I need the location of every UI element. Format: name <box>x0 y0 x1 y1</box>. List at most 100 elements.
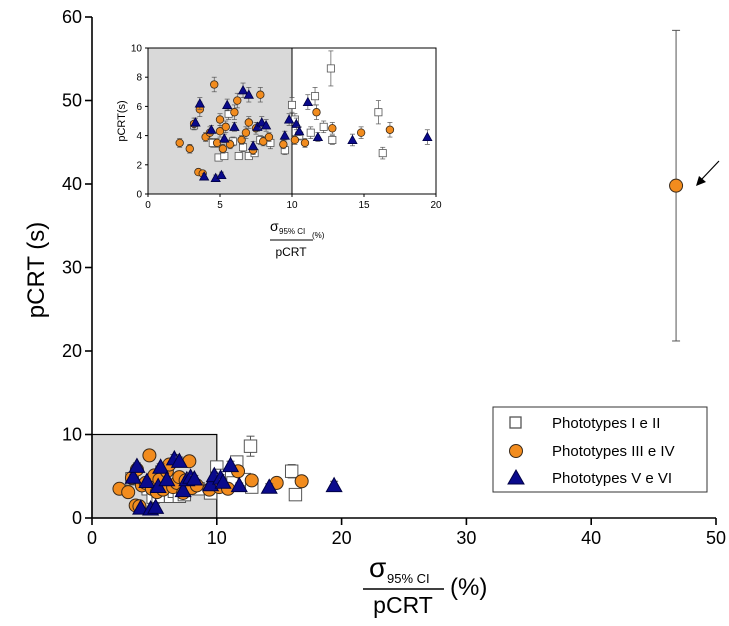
marker-circle <box>210 80 219 89</box>
legend-marker-square <box>509 416 522 429</box>
inset-point-square-8 <box>244 152 253 161</box>
main-point-triangle-10 <box>170 452 188 468</box>
main-x-label-denominator: pCRT <box>373 592 433 618</box>
marker-circle <box>237 135 246 145</box>
inset-point-circle-28 <box>312 104 321 120</box>
main-point-circle-29 <box>244 473 259 488</box>
marker-circle <box>328 124 337 133</box>
legend-label-phototypes-5-6: Phototypes V e VI <box>552 470 672 487</box>
main-point-triangle-5 <box>147 498 165 514</box>
inset-x-label-subscript: 95% CI <box>279 227 305 236</box>
marker-triangle <box>138 472 156 488</box>
inset-point-triangle-18 <box>294 125 305 136</box>
marker-circle <box>294 474 309 489</box>
inset-point-square-18 <box>319 120 328 134</box>
inset-x-label-sigma: σ <box>270 218 279 234</box>
marker-triangle <box>124 468 142 484</box>
marker-circle <box>212 138 222 148</box>
main-x-tick-label: 20 <box>332 528 352 548</box>
marker-triangle <box>294 125 305 136</box>
marker-square <box>378 149 387 158</box>
main-point-triangle-18 <box>214 473 232 489</box>
marker-circle <box>244 118 253 127</box>
marker-circle <box>256 90 265 99</box>
marker-triangle <box>312 131 324 142</box>
inset-point-circle-24 <box>264 132 274 142</box>
marker-circle <box>290 135 300 145</box>
inset-point-square-19 <box>326 50 335 87</box>
marker-triangle <box>198 171 210 181</box>
main-x-tick-label: 50 <box>706 528 726 548</box>
outlier-arrow <box>696 160 720 186</box>
inset-plot-marks <box>175 50 433 182</box>
inset-point-circle-26 <box>290 135 300 145</box>
inset-point-circle-27 <box>300 138 310 148</box>
marker-triangle <box>194 98 206 108</box>
marker-square <box>306 128 315 137</box>
main-x-label-unit: (%) <box>450 574 487 601</box>
marker-triangle <box>243 89 254 99</box>
marker-circle <box>312 108 321 117</box>
main-y-tick-label: 50 <box>62 91 82 111</box>
marker-square <box>374 108 383 117</box>
inset-point-circle-17 <box>237 135 246 145</box>
marker-triangle <box>219 133 230 143</box>
main-point-triangle-2 <box>132 499 150 515</box>
marker-circle <box>300 138 310 148</box>
marker-circle <box>218 144 228 153</box>
inset-y-tick-label: 0 <box>136 190 142 201</box>
main-y-axis-label: pCRT (s) <box>23 222 50 318</box>
marker-triangle <box>221 456 240 473</box>
legend-marker-triangle <box>507 468 525 485</box>
inset-y-tick-label: 4 <box>136 131 142 142</box>
inset-x-label-denominator: pCRT <box>275 245 307 259</box>
legend: Phototypes I e II Phototypes III e IV Ph… <box>492 406 708 493</box>
main-point-triangle-11 <box>174 481 192 498</box>
inset-point-triangle-11 <box>247 140 259 151</box>
inset-point-circle-1 <box>185 144 194 154</box>
main-point-circle-32 <box>669 29 684 342</box>
main-x-axis-label: σ 95% CI pCRT (%) <box>363 552 487 618</box>
marker-square <box>220 152 229 161</box>
inset-point-triangle-8 <box>229 121 240 132</box>
inset-point-square-16 <box>306 126 315 139</box>
inset-axes: 0 5 10 15 20 0 2 4 6 8 10 <box>131 44 442 212</box>
inset-point-square-20 <box>328 135 337 145</box>
inset-point-square-6 <box>234 152 243 161</box>
inset-y-tick-label: 8 <box>136 73 142 84</box>
marker-triangle <box>158 470 176 487</box>
main-x-label-sigma: σ <box>369 552 386 583</box>
marker-triangle <box>260 478 278 494</box>
inset-point-circle-16 <box>233 92 242 109</box>
marker-triangle <box>422 131 433 142</box>
inset-point-triangle-7 <box>222 98 233 112</box>
inset-point-triangle-3 <box>206 124 217 135</box>
inset-point-triangle-21 <box>347 133 358 147</box>
main-point-triangle-8 <box>158 470 176 487</box>
marker-square <box>328 135 337 144</box>
main-point-square-19 <box>243 435 258 457</box>
inset-point-square-3 <box>220 152 229 161</box>
inset-point-triangle-22 <box>422 129 433 145</box>
marker-square <box>243 439 258 453</box>
marker-triangle <box>247 140 259 150</box>
inset-x-tick-label: 0 <box>145 200 151 211</box>
main-point-triangle-7 <box>152 458 170 474</box>
marker-square <box>288 487 303 502</box>
inset-y-tick-label: 6 <box>136 102 142 113</box>
main-point-triangle-1 <box>128 457 146 473</box>
marker-circle <box>244 473 259 488</box>
inset-y-tick-label: 10 <box>131 44 143 55</box>
marker-triangle <box>185 469 203 486</box>
main-y-tick-label: 60 <box>62 7 82 27</box>
inset-point-circle-15 <box>230 104 239 120</box>
main-y-tick-label: 30 <box>62 258 82 278</box>
legend-box <box>492 406 708 493</box>
marker-triangle <box>260 120 272 130</box>
main-point-triangle-14 <box>185 469 203 486</box>
legend-label-phototypes-3-4: Phototypes III e IV <box>552 443 675 460</box>
marker-triangle <box>325 476 343 493</box>
inset-point-circle-23 <box>259 136 268 147</box>
marker-square <box>287 100 296 109</box>
inset-point-square-13 <box>287 97 296 113</box>
